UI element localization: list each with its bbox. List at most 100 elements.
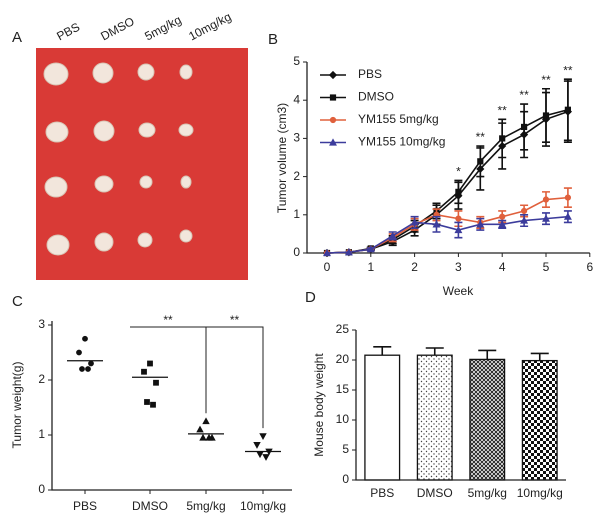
data-point: [147, 360, 153, 367]
bar: [364, 354, 401, 481]
data-point: [262, 454, 270, 461]
data-point: [323, 248, 331, 257]
x-tick-label: 10mg/kg: [517, 486, 563, 500]
data-point: [196, 425, 204, 433]
series-line: [326, 215, 568, 254]
significance: **: [476, 130, 486, 144]
data-point: [499, 135, 506, 142]
significance-bracket: [206, 326, 264, 429]
photo-column-label: 5mg/kg: [142, 13, 183, 44]
x-tick-label: 5mg/kg: [186, 499, 225, 513]
y-tick-label: 1: [293, 207, 300, 221]
photo: [36, 48, 248, 280]
series-line: [326, 110, 569, 254]
data-point: [432, 220, 441, 228]
bar: [469, 358, 506, 481]
y-axis-label: Tumor volume (cm3): [275, 103, 289, 213]
bar: [416, 354, 453, 481]
x-tick-label: DMSO: [132, 499, 168, 513]
panel-label: C: [12, 293, 23, 310]
data-point: [202, 417, 210, 425]
data-point: [79, 366, 85, 372]
data-point: [499, 213, 506, 220]
significance: *: [456, 165, 461, 179]
data-point: [88, 360, 94, 367]
y-axis-label: Mouse body weight: [312, 353, 326, 457]
photo-column-label: PBS: [54, 20, 82, 44]
x-tick-label: PBS: [73, 499, 97, 513]
data-point: [564, 106, 571, 113]
data-point: [76, 349, 82, 356]
data-point: [344, 248, 353, 256]
y-tick-label: 0: [293, 245, 300, 259]
x-tick-label: DMSO: [417, 486, 453, 500]
data-point: [144, 399, 150, 405]
significance: **: [163, 313, 173, 327]
photo-column-label: 10mg/kg: [186, 9, 233, 43]
data-point: [388, 231, 397, 239]
data-point: [141, 368, 147, 375]
axis: [355, 330, 566, 481]
error-bar: [425, 347, 444, 356]
data-point: [542, 196, 550, 203]
significance: **: [230, 313, 240, 327]
y-tick-label: 15: [336, 382, 350, 396]
y-tick-label: 2: [293, 169, 300, 183]
x-tick-label: 5mg/kg: [468, 486, 507, 500]
bar: [521, 359, 558, 481]
x-tick-label: 0: [324, 260, 331, 274]
data-point: [205, 433, 213, 441]
data-point: [259, 433, 267, 441]
error-bar: [478, 349, 497, 360]
legend-label: YM155 10mg/kg: [358, 135, 445, 149]
legend-marker: [329, 116, 337, 124]
series-line: [326, 108, 569, 254]
panel-label: D: [305, 289, 316, 306]
x-axis-label: Week: [443, 284, 474, 298]
legend-label: YM155 5mg/kg: [358, 112, 439, 126]
data-point: [455, 188, 462, 195]
data-point: [150, 401, 156, 408]
data-point: [542, 214, 550, 222]
data-point: [82, 335, 88, 342]
x-tick-label: 10mg/kg: [240, 499, 286, 513]
data-point: [542, 112, 550, 119]
x-tick-label: PBS: [370, 486, 394, 500]
y-tick-label: 20: [336, 352, 350, 366]
data-point: [410, 218, 419, 226]
data-point: [455, 215, 462, 222]
data-point: [521, 207, 528, 215]
data-point: [199, 433, 207, 441]
data-point: [256, 451, 264, 459]
y-tick-label: 0: [342, 472, 349, 486]
y-tick-label: 2: [38, 372, 45, 386]
y-axis-label: Tumor weight(g): [10, 362, 24, 449]
tumors: [43, 62, 194, 256]
data-point: [85, 366, 91, 372]
photo-column-label: DMSO: [98, 14, 136, 43]
axis: [51, 321, 292, 491]
legend-marker: [329, 138, 337, 146]
data-point: [564, 194, 572, 201]
x-tick-label: 5: [543, 260, 550, 274]
y-tick-label: 3: [38, 317, 45, 331]
data-point: [521, 123, 528, 131]
data-point: [477, 158, 484, 165]
y-tick-label: 1: [38, 427, 45, 441]
x-tick-label: 4: [499, 260, 506, 274]
data-point: [563, 212, 572, 220]
significance: **: [498, 103, 508, 117]
data-point: [498, 220, 507, 228]
error-bar: [530, 352, 549, 361]
x-tick-label: 1: [367, 260, 374, 274]
data-point: [476, 220, 485, 228]
x-tick-label: 2: [411, 260, 418, 274]
y-tick-label: 3: [293, 131, 300, 145]
legend-label: DMSO: [358, 90, 394, 104]
panel-label: A: [12, 29, 22, 46]
legend-marker: [329, 94, 337, 101]
error-bar: [373, 346, 392, 356]
data-point: [253, 442, 261, 449]
y-tick-label: 0: [38, 482, 45, 496]
